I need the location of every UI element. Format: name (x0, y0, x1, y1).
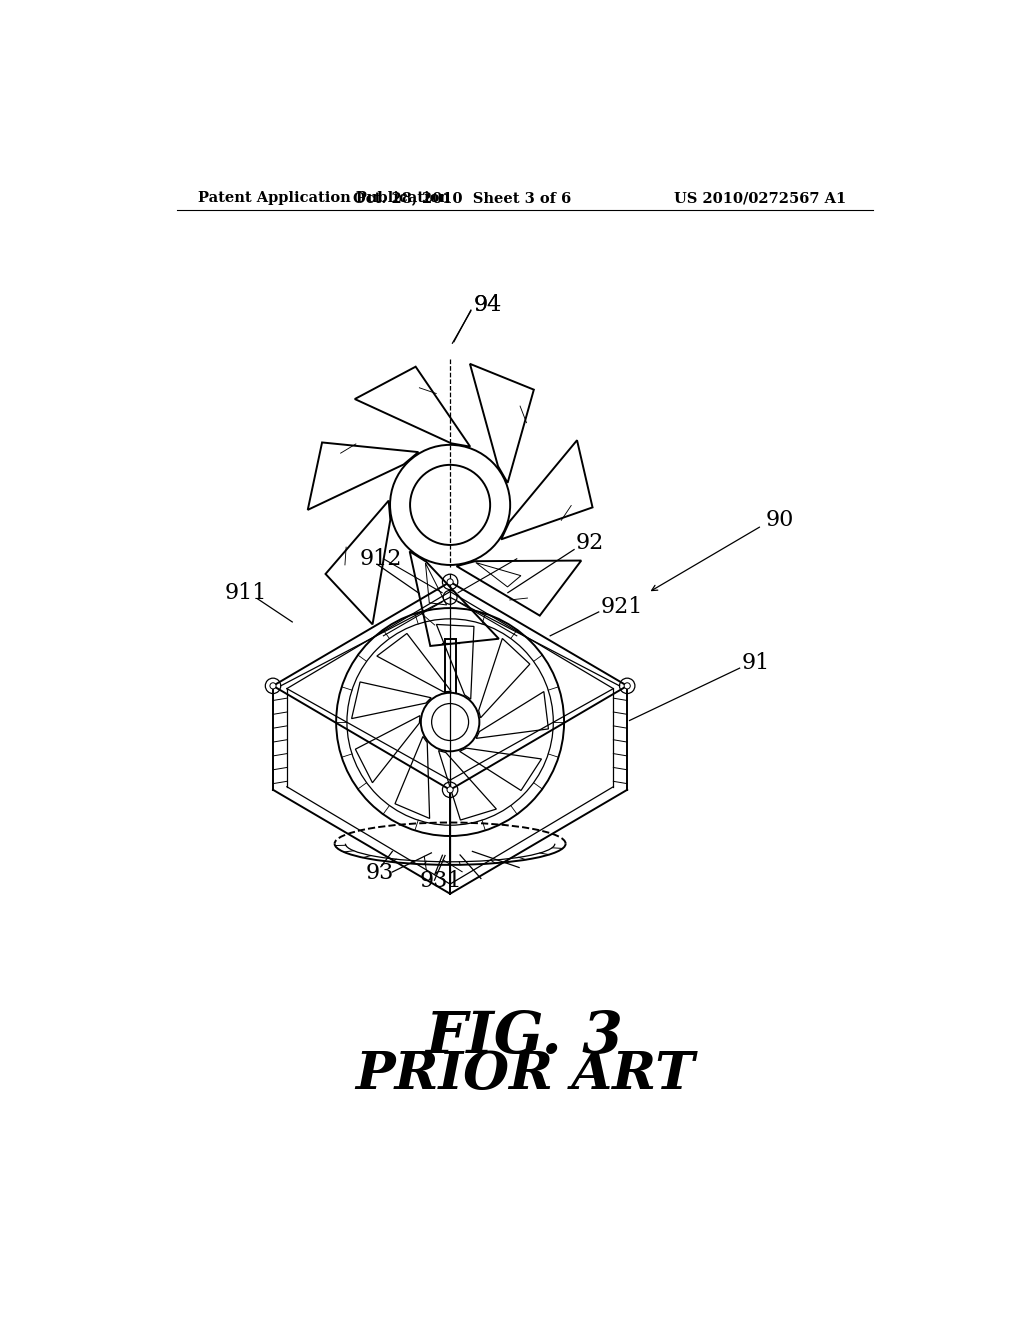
Text: Patent Application Publication: Patent Application Publication (198, 191, 450, 206)
Text: 912: 912 (360, 548, 402, 570)
Text: 94: 94 (473, 294, 502, 315)
Circle shape (447, 578, 454, 585)
Text: 91: 91 (741, 652, 769, 673)
Text: 94: 94 (473, 294, 502, 315)
Text: 931: 931 (419, 870, 462, 892)
Text: 93: 93 (366, 862, 394, 884)
Text: 921: 921 (600, 595, 643, 618)
Text: 90: 90 (766, 510, 795, 532)
Text: 92: 92 (575, 532, 604, 554)
Text: PRIOR ART: PRIOR ART (355, 1049, 694, 1100)
Text: US 2010/0272567 A1: US 2010/0272567 A1 (675, 191, 847, 206)
Circle shape (625, 682, 631, 689)
Circle shape (270, 682, 276, 689)
Circle shape (447, 787, 454, 793)
Text: FIG. 3: FIG. 3 (426, 1010, 624, 1067)
Text: 911: 911 (224, 582, 267, 605)
Text: Oct. 28, 2010  Sheet 3 of 6: Oct. 28, 2010 Sheet 3 of 6 (352, 191, 570, 206)
